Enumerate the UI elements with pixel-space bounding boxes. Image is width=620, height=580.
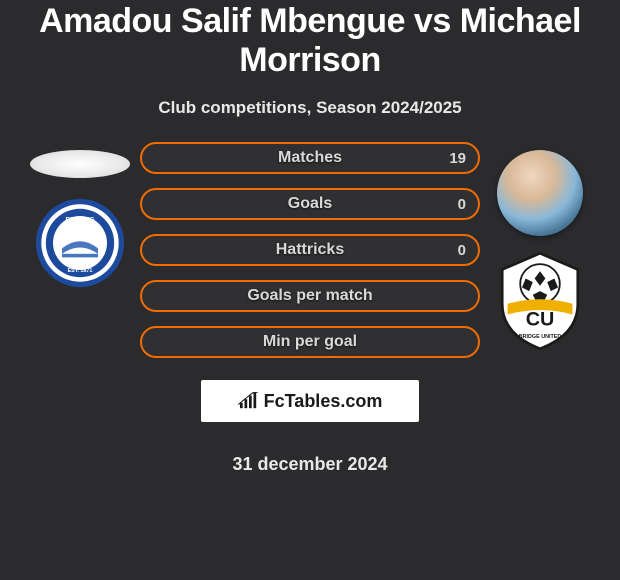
club-badge-right: CU BRIDGE UNITED bbox=[495, 256, 585, 346]
date-text: 31 december 2024 bbox=[232, 454, 387, 475]
page-subtitle: Club competitions, Season 2024/2025 bbox=[158, 98, 461, 118]
left-column: READING EST. 1871 bbox=[20, 142, 140, 288]
svg-text:BRIDGE UNITED: BRIDGE UNITED bbox=[519, 334, 562, 340]
stat-row-matches: Matches 19 bbox=[140, 142, 480, 174]
brand-badge[interactable]: FcTables.com bbox=[201, 380, 419, 422]
svg-text:EST. 1871: EST. 1871 bbox=[68, 268, 93, 274]
stat-value-right: 0 bbox=[458, 242, 466, 259]
bar-chart-icon bbox=[238, 392, 260, 410]
stat-row-goals: Goals 0 bbox=[140, 188, 480, 220]
stat-label: Goals per match bbox=[247, 287, 372, 305]
center-column: Matches 19 Goals 0 Hattricks 0 Goals per… bbox=[140, 142, 480, 475]
player-photo-right bbox=[497, 150, 583, 236]
stat-label: Matches bbox=[278, 149, 342, 167]
stat-value-right: 19 bbox=[449, 150, 466, 167]
stat-label: Min per goal bbox=[263, 333, 357, 351]
comparison-card: Amadou Salif Mbengue vs Michael Morrison… bbox=[0, 0, 620, 580]
stat-row-goals-per-match: Goals per match bbox=[140, 280, 480, 312]
stat-value-right: 0 bbox=[458, 196, 466, 213]
stats-area: READING EST. 1871 Matches 19 Goals 0 Hat… bbox=[0, 142, 620, 475]
stat-label: Goals bbox=[288, 195, 332, 213]
stat-row-hattricks: Hattricks 0 bbox=[140, 234, 480, 266]
svg-text:CU: CU bbox=[526, 308, 555, 330]
svg-text:READING: READING bbox=[65, 216, 94, 223]
right-column: CU BRIDGE UNITED bbox=[480, 142, 600, 346]
club-badge-left: READING EST. 1871 bbox=[35, 198, 125, 288]
brand-text: FcTables.com bbox=[264, 391, 383, 412]
page-title: Amadou Salif Mbengue vs Michael Morrison bbox=[0, 2, 620, 80]
stat-label: Hattricks bbox=[276, 241, 344, 259]
stat-row-min-per-goal: Min per goal bbox=[140, 326, 480, 358]
player-photo-left bbox=[30, 150, 130, 178]
